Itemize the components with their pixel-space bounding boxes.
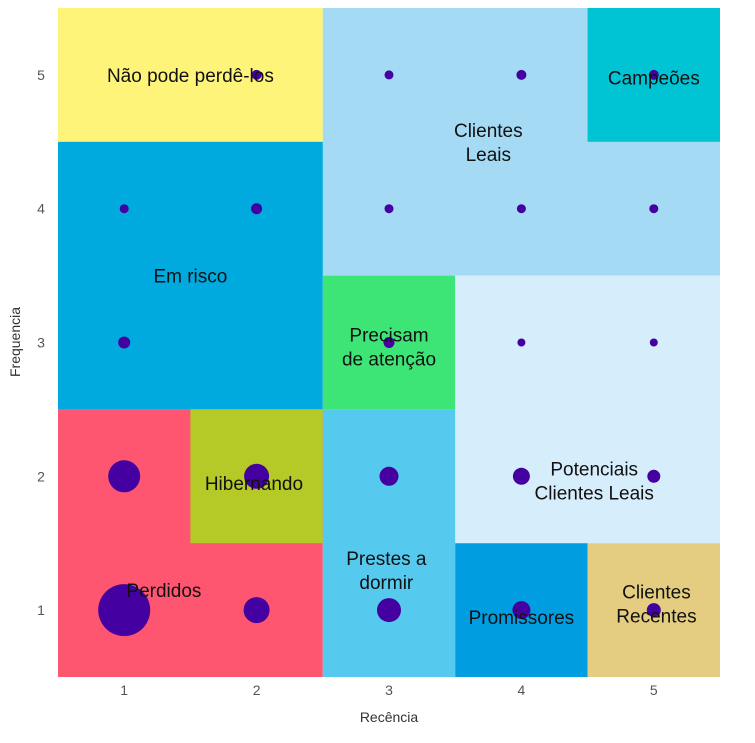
data-point [512, 601, 531, 620]
data-point [244, 463, 270, 489]
data-point [649, 204, 659, 214]
points-layer [98, 69, 661, 637]
segment-label-perdidos: Perdidos [126, 581, 201, 602]
data-point [512, 467, 530, 485]
segment-label-clientes-leais: Clientes Leais [454, 121, 523, 166]
x-axis-ticks: 1 2 3 4 5 [120, 682, 658, 698]
y-tick-label: 2 [37, 468, 45, 484]
y-tick-label: 5 [37, 67, 45, 83]
y-axis-title: Frequencia [7, 307, 23, 377]
data-point [118, 336, 131, 349]
segments-layer [58, 8, 720, 677]
data-point [98, 584, 151, 637]
segment-em-risco [58, 141, 323, 410]
x-tick-label: 4 [518, 682, 526, 698]
segment-label-promissores: Promissores [469, 608, 575, 629]
segment-label-potenciais-clientes-leais: Potenciais Clientes Leais [535, 459, 654, 504]
segment-label-em-risco: Em risco [153, 267, 227, 288]
segment-label-nao-pode-perde-los: Não pode perdê-los [107, 66, 274, 87]
x-tick-label: 5 [650, 682, 658, 698]
data-point [383, 337, 395, 348]
data-point [119, 204, 129, 214]
y-tick-label: 4 [37, 201, 45, 217]
data-point [377, 598, 401, 623]
segment-labels-layer: Não pode perdê-los Clientes Leais Campeões E… [107, 66, 700, 629]
segment-prestes-a-dormir [322, 409, 456, 677]
x-tick-label: 1 [120, 682, 128, 698]
y-tick-label: 3 [37, 335, 45, 351]
data-point [251, 203, 263, 215]
data-point [243, 597, 270, 624]
data-point [647, 469, 661, 483]
data-point [379, 466, 399, 486]
data-point [516, 69, 527, 80]
data-point [517, 338, 526, 347]
data-point [108, 460, 141, 493]
segment-label-precisam-de-atencao: Precisam de atenção [342, 326, 436, 371]
x-tick-label: 3 [385, 682, 393, 698]
y-axis-ticks: 1 2 3 4 5 [37, 67, 45, 618]
segment-label-clientes-recentes: Clientes Recentes [616, 582, 696, 627]
x-axis-title: Recência [360, 709, 419, 725]
data-point [649, 338, 658, 347]
data-point [384, 70, 394, 80]
segment-label-hibernando: Hibernando [205, 474, 303, 495]
data-point [646, 603, 661, 618]
segment-nao-pode-perde-los [58, 8, 323, 142]
data-point [251, 69, 262, 80]
data-point [384, 204, 394, 214]
segment-potenciais-clientes-leais [455, 275, 720, 544]
data-point [516, 204, 526, 214]
segment-label-campeoes: Campeões [608, 69, 700, 90]
x-tick-label: 2 [253, 682, 261, 698]
y-tick-label: 1 [37, 602, 45, 618]
segment-label-prestes-a-dormir: Prestes a dormir [346, 549, 427, 594]
data-point [648, 69, 659, 80]
